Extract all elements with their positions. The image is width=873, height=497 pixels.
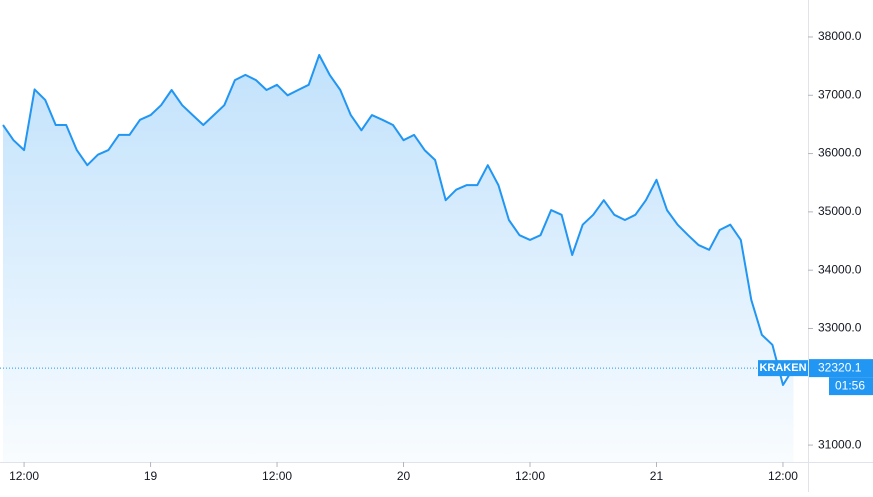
x-tick-label: 12:00: [768, 469, 798, 483]
area-fill: [3, 55, 794, 462]
countdown-badge: [829, 377, 873, 396]
x-tick-label: 12:00: [515, 469, 545, 483]
y-tick-label: 37000.0: [818, 87, 862, 101]
last-price-badge: [809, 359, 873, 378]
x-tick-label: 21: [650, 469, 664, 483]
last-price-label: 32320.1: [818, 360, 862, 374]
y-tick-label: 33000.0: [818, 321, 862, 335]
x-tick-label: 12:00: [262, 469, 292, 483]
y-tick-label: 36000.0: [818, 146, 862, 160]
x-tick-label: 19: [144, 469, 158, 483]
y-tick-label: 35000.0: [818, 204, 862, 218]
exchange-label: KRAKEN: [759, 362, 806, 374]
y-tick-label: 34000.0: [818, 262, 862, 276]
exchange-badge: [758, 360, 808, 377]
countdown-label: 01:56: [835, 378, 865, 392]
price-line: [2, 54, 795, 386]
y-tick-label: 31000.0: [818, 437, 862, 451]
y-tick-label: 38000.0: [818, 29, 862, 43]
x-tick-label: 12:00: [9, 469, 39, 483]
x-tick-label: 20: [397, 469, 411, 483]
